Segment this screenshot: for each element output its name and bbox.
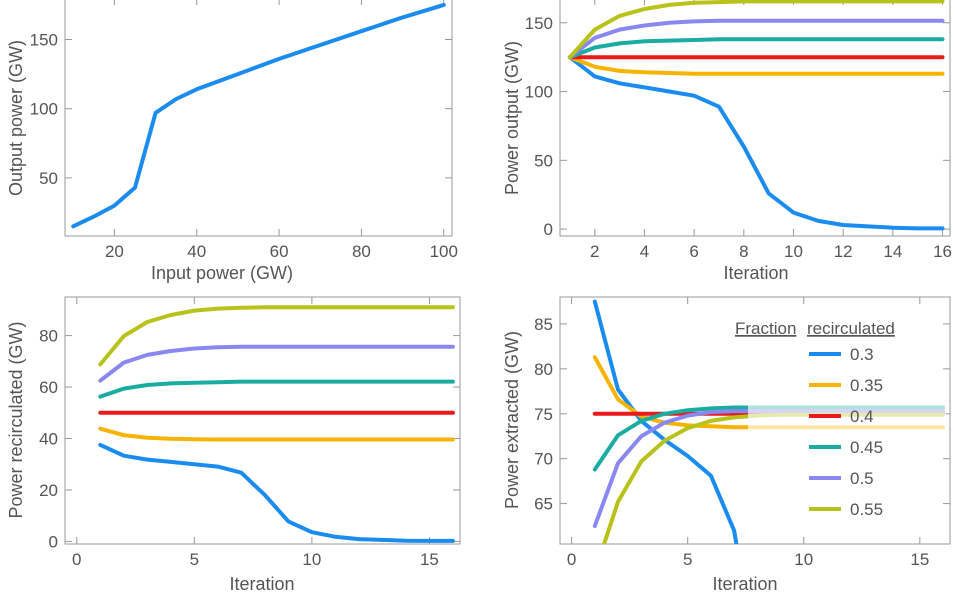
y-tick-label: 0 xyxy=(544,220,553,239)
x-tick-label: 8 xyxy=(739,242,748,261)
y-tick-label: 100 xyxy=(30,100,58,119)
series-line-4 xyxy=(567,37,945,60)
legend-title-left: Fraction xyxy=(735,319,796,338)
legend-entry-label: 0.5 xyxy=(850,469,874,488)
x-tick-label: 15 xyxy=(910,550,929,569)
y-tick-label: 0 xyxy=(49,532,58,551)
chart-2: 2 4 6 8 10 12 14 16 0 50 100 150 Iteration Power outp… xyxy=(502,0,952,283)
series-line-1 xyxy=(592,299,739,544)
legend-entry-label: 0.55 xyxy=(850,500,883,519)
x-tick-label: 20 xyxy=(105,242,124,261)
y-tick-label: 75 xyxy=(534,405,553,424)
x-tick-label: 0 xyxy=(567,550,576,569)
x-tick-label: 6 xyxy=(689,242,698,261)
series-line-1 xyxy=(98,442,455,543)
y-tick-label: 65 xyxy=(534,495,553,514)
legend-entry-label: 0.35 xyxy=(850,376,883,395)
x-tick-label: 10 xyxy=(794,550,813,569)
plot-frame xyxy=(559,0,951,237)
y-axis-label: Power recirculated (GW) xyxy=(6,321,26,518)
series-line-5 xyxy=(98,344,455,383)
plot-frame xyxy=(64,296,461,545)
series-line-4 xyxy=(98,379,455,399)
y-tick-label: 50 xyxy=(534,151,553,170)
y-tick-label: 50 xyxy=(39,169,58,188)
legend: Fraction recirculated 0.3 0.35 0.4 0.45 0.5 0.5… xyxy=(735,319,946,519)
x-tick-label: 4 xyxy=(640,242,649,261)
chart-4: 0 5 10 15 65 70 75 80 85 Iteration Power extracted… xyxy=(502,296,951,594)
series-line-2 xyxy=(567,55,945,76)
x-axis-label: Iteration xyxy=(723,263,788,283)
x-tick-label: 5 xyxy=(683,550,692,569)
y-tick-label: 100 xyxy=(525,83,553,102)
chart-3: 0 5 10 15 0 20 40 60 80 Iteration Power recirculat… xyxy=(6,296,461,594)
y-tick-label: 40 xyxy=(39,430,58,449)
x-tick-label: 60 xyxy=(270,242,289,261)
x-tick-label: 10 xyxy=(784,242,803,261)
x-tick-label: 12 xyxy=(834,242,853,261)
y-axis-label: Power extracted (GW) xyxy=(502,331,522,509)
plot-frame xyxy=(64,0,453,237)
x-tick-label: 40 xyxy=(187,242,206,261)
chart-1: 20 40 60 80 100 50 100 150 Input power (GW) Outpu… xyxy=(6,0,458,283)
x-tick-label: 80 xyxy=(352,242,371,261)
series-line-5 xyxy=(567,18,945,60)
legend-entry-label: 0.3 xyxy=(850,345,874,364)
x-tick-label: 10 xyxy=(302,550,321,569)
y-tick-label: 85 xyxy=(534,315,553,334)
series-line-1 xyxy=(71,2,446,229)
y-tick-label: 150 xyxy=(525,14,553,33)
x-tick-label: 0 xyxy=(72,550,81,569)
y-tick-label: 20 xyxy=(39,481,58,500)
x-axis-label: Iteration xyxy=(229,574,294,594)
x-axis-label: Iteration xyxy=(712,574,777,594)
x-tick-label: 15 xyxy=(420,550,439,569)
y-tick-label: 150 xyxy=(30,31,58,50)
x-tick-label: 2 xyxy=(590,242,599,261)
y-axis-label: Power output (GW) xyxy=(502,41,522,195)
y-tick-label: 70 xyxy=(534,450,553,469)
x-axis-label: Input power (GW) xyxy=(151,263,293,283)
y-tick-label: 80 xyxy=(534,360,553,379)
x-tick-label: 16 xyxy=(933,242,952,261)
legend-entry-label: 0.45 xyxy=(850,438,883,457)
y-tick-label: 60 xyxy=(39,378,58,397)
x-tick-label: 5 xyxy=(190,550,199,569)
series-line-6 xyxy=(98,305,455,367)
series-line-6 xyxy=(567,0,945,60)
legend-entry-label: 0.4 xyxy=(850,407,874,426)
x-tick-label: 100 xyxy=(430,242,458,261)
series-line-1 xyxy=(567,55,945,231)
plot-frame xyxy=(559,296,951,545)
x-tick-label: 14 xyxy=(883,242,902,261)
legend-title-right: recirculated xyxy=(807,319,895,338)
y-tick-label: 80 xyxy=(39,327,58,346)
y-axis-label: Output power (GW) xyxy=(6,40,26,196)
series-line-2 xyxy=(98,426,455,442)
